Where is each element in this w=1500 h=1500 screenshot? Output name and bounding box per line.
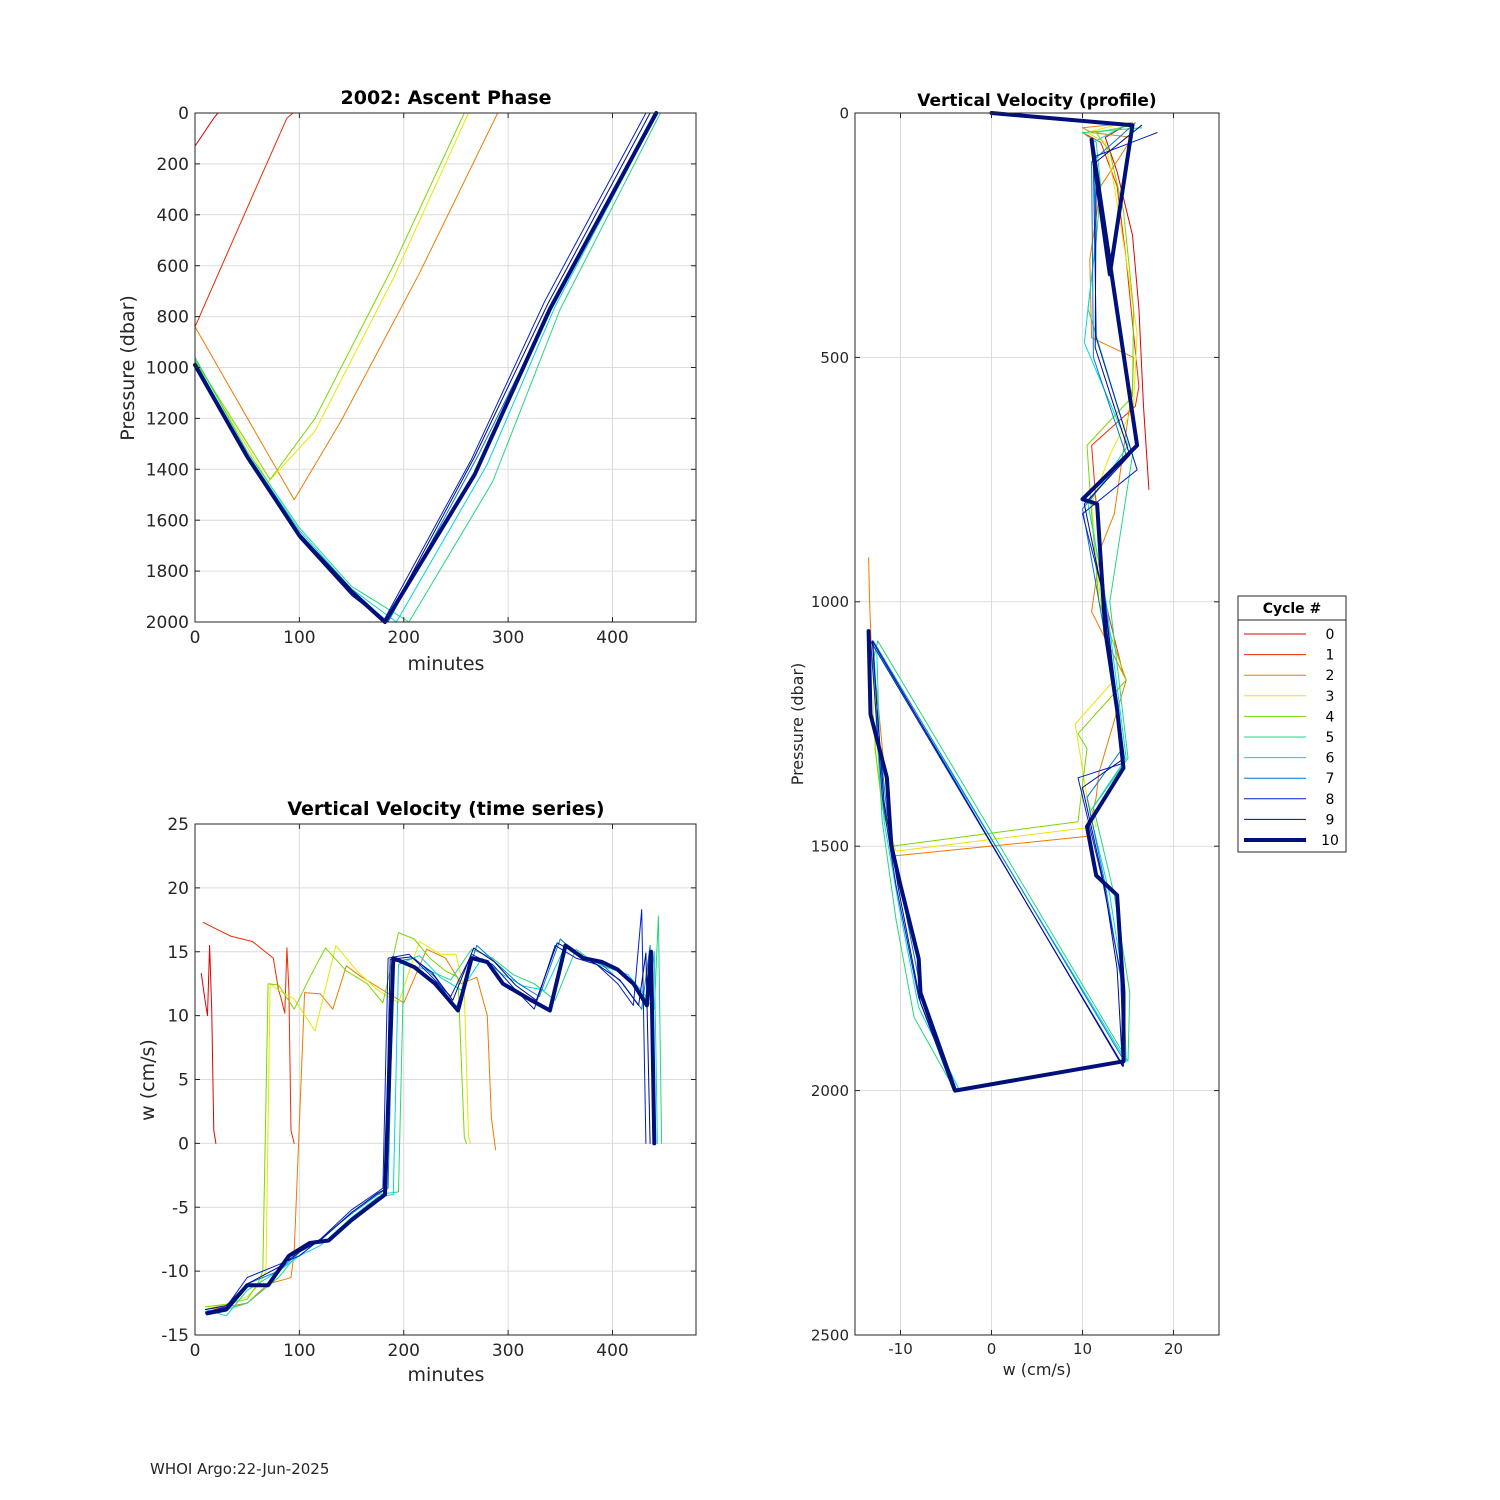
timeseries-x-tick-label: 200 <box>388 1341 420 1361</box>
footer-text: WHOI Argo:22-Jun-2025 <box>150 1460 330 1478</box>
ascent-y-tick-label: 1600 <box>146 511 189 531</box>
legend-label-cycle-8: 8 <box>1326 792 1335 808</box>
legend-label-cycle-10: 10 <box>1321 833 1339 849</box>
profile-y-tick-label: 2000 <box>811 1082 849 1100</box>
timeseries-x-tick-label: 300 <box>492 1341 524 1361</box>
timeseries-x-tick-label: 400 <box>596 1341 628 1361</box>
legend-label-cycle-0: 0 <box>1326 627 1335 643</box>
profile-x-tick-label: 0 <box>987 1340 997 1358</box>
velocity-profile-chart: -10 0 10 20 0 500 1000 1500 2000 2500 Vertical Ve… <box>788 91 1220 1379</box>
legend-label-cycle-7: 7 <box>1326 771 1335 787</box>
profile-y-tick-label: 500 <box>820 349 849 367</box>
profile-series-cycle-6 <box>876 122 1131 1092</box>
legend-label-cycle-4: 4 <box>1326 709 1335 725</box>
legend-label-cycle-9: 9 <box>1326 812 1335 828</box>
profile-y-tick-label: 1500 <box>811 838 849 856</box>
ascent-series-cycle-2 <box>194 112 499 501</box>
profile-x-tick-label: 20 <box>1164 1340 1183 1358</box>
timeseries-x-tick-label: 0 <box>190 1341 201 1361</box>
timeseries-y-tick-label: 25 <box>167 815 189 835</box>
legend: Cycle # 0 1 2 3 4 5 6 7 8 9 10 <box>1237 595 1347 853</box>
ascent-series-cycle-4 <box>194 112 465 480</box>
timeseries-y-tick-label: 0 <box>178 1134 189 1154</box>
timeseries-y-tick-label: 20 <box>167 879 189 899</box>
legend-label-cycle-6: 6 <box>1326 751 1335 767</box>
profile-chart-xlabel: w (cm/s) <box>1003 1360 1072 1379</box>
ascent-y-tick-label: 1000 <box>146 359 189 379</box>
profile-x-tick-label: -10 <box>888 1340 913 1358</box>
timeseries-chart-ylabel: w (cm/s) <box>137 1039 159 1121</box>
ascent-chart-title: 2002: Ascent Phase <box>341 87 552 109</box>
timeseries-y-tick-label: -10 <box>161 1262 189 1282</box>
ascent-series-cycle-3 <box>194 112 469 483</box>
ascent-series-cycle-10 <box>193 111 659 624</box>
ascent-y-tick-label: 1200 <box>146 410 189 430</box>
ascent-x-tick-label: 400 <box>596 628 628 648</box>
ascent-x-tick-label: 100 <box>283 628 315 648</box>
legend-label-cycle-5: 5 <box>1326 730 1335 746</box>
profile-y-tick-label: 1000 <box>811 593 849 611</box>
timeseries-y-tick-label: -5 <box>172 1198 189 1218</box>
legend-title: Cycle # <box>1263 601 1322 617</box>
ascent-chart-xlabel: minutes <box>408 653 485 675</box>
ascent-series-cycle-1 <box>194 112 294 328</box>
ascent-y-tick-label: 800 <box>157 308 189 328</box>
legend-label-cycle-2: 2 <box>1326 668 1335 684</box>
profile-x-tick-label: 10 <box>1073 1340 1092 1358</box>
velocity-timeseries-chart: 0 100 200 300 400 -15 -10 -5 0 5 10 15 20 25 Vertical… <box>137 798 697 1386</box>
profile-y-tick-label: 2500 <box>811 1326 849 1344</box>
legend-label-cycle-1: 1 <box>1326 648 1335 664</box>
ascent-x-tick-label: 200 <box>388 628 420 648</box>
profile-chart-title: Vertical Velocity (profile) <box>917 91 1156 111</box>
profile-series-cycle-2 <box>868 122 1134 857</box>
timeseries-series-cycle-10 <box>205 943 657 1316</box>
ascent-y-tick-label: 200 <box>157 155 189 175</box>
timeseries-chart-xlabel: minutes <box>408 1364 485 1386</box>
timeseries-y-tick-label: -15 <box>161 1326 189 1346</box>
ascent-x-tick-label: 0 <box>190 628 201 648</box>
timeseries-series-cycle-4 <box>204 932 467 1308</box>
ascent-y-tick-label: 1800 <box>146 562 189 582</box>
timeseries-series-cycle-9 <box>204 942 651 1310</box>
timeseries-y-tick-label: 15 <box>167 943 189 963</box>
profile-series-cycle-10 <box>866 111 1140 1093</box>
profile-y-tick-label: 0 <box>839 104 849 122</box>
profile-series-cycle-0 <box>1104 122 1150 490</box>
ascent-y-tick-label: 2000 <box>146 613 189 633</box>
timeseries-chart-title: Vertical Velocity (time series) <box>287 798 604 820</box>
timeseries-x-tick-label: 100 <box>283 1341 315 1361</box>
timeseries-y-tick-label: 10 <box>167 1007 189 1027</box>
ascent-y-tick-label: 400 <box>157 206 189 226</box>
ascent-chart-ylabel: Pressure (dbar) <box>117 295 139 441</box>
ascent-y-tick-label: 0 <box>178 104 189 124</box>
ascent-y-tick-label: 600 <box>157 257 189 277</box>
ascent-phase-chart: 0 100 200 300 400 0 200 400 600 800 1000 1200 1400 16… <box>117 87 697 675</box>
ascent-series-cycle-0 <box>194 112 219 147</box>
timeseries-series-cycle-0 <box>200 944 217 1144</box>
ascent-series-cycle-5 <box>194 112 661 623</box>
ascent-x-tick-label: 300 <box>492 628 524 648</box>
ascent-y-tick-label: 1400 <box>146 460 189 480</box>
profile-chart-ylabel: Pressure (dbar) <box>788 663 807 786</box>
timeseries-series-cycle-8 <box>204 909 647 1313</box>
legend-label-cycle-3: 3 <box>1326 689 1335 705</box>
timeseries-series-cycle-1 <box>202 921 295 1144</box>
timeseries-series-cycle-2 <box>204 948 497 1310</box>
timeseries-y-tick-label: 5 <box>178 1071 189 1091</box>
